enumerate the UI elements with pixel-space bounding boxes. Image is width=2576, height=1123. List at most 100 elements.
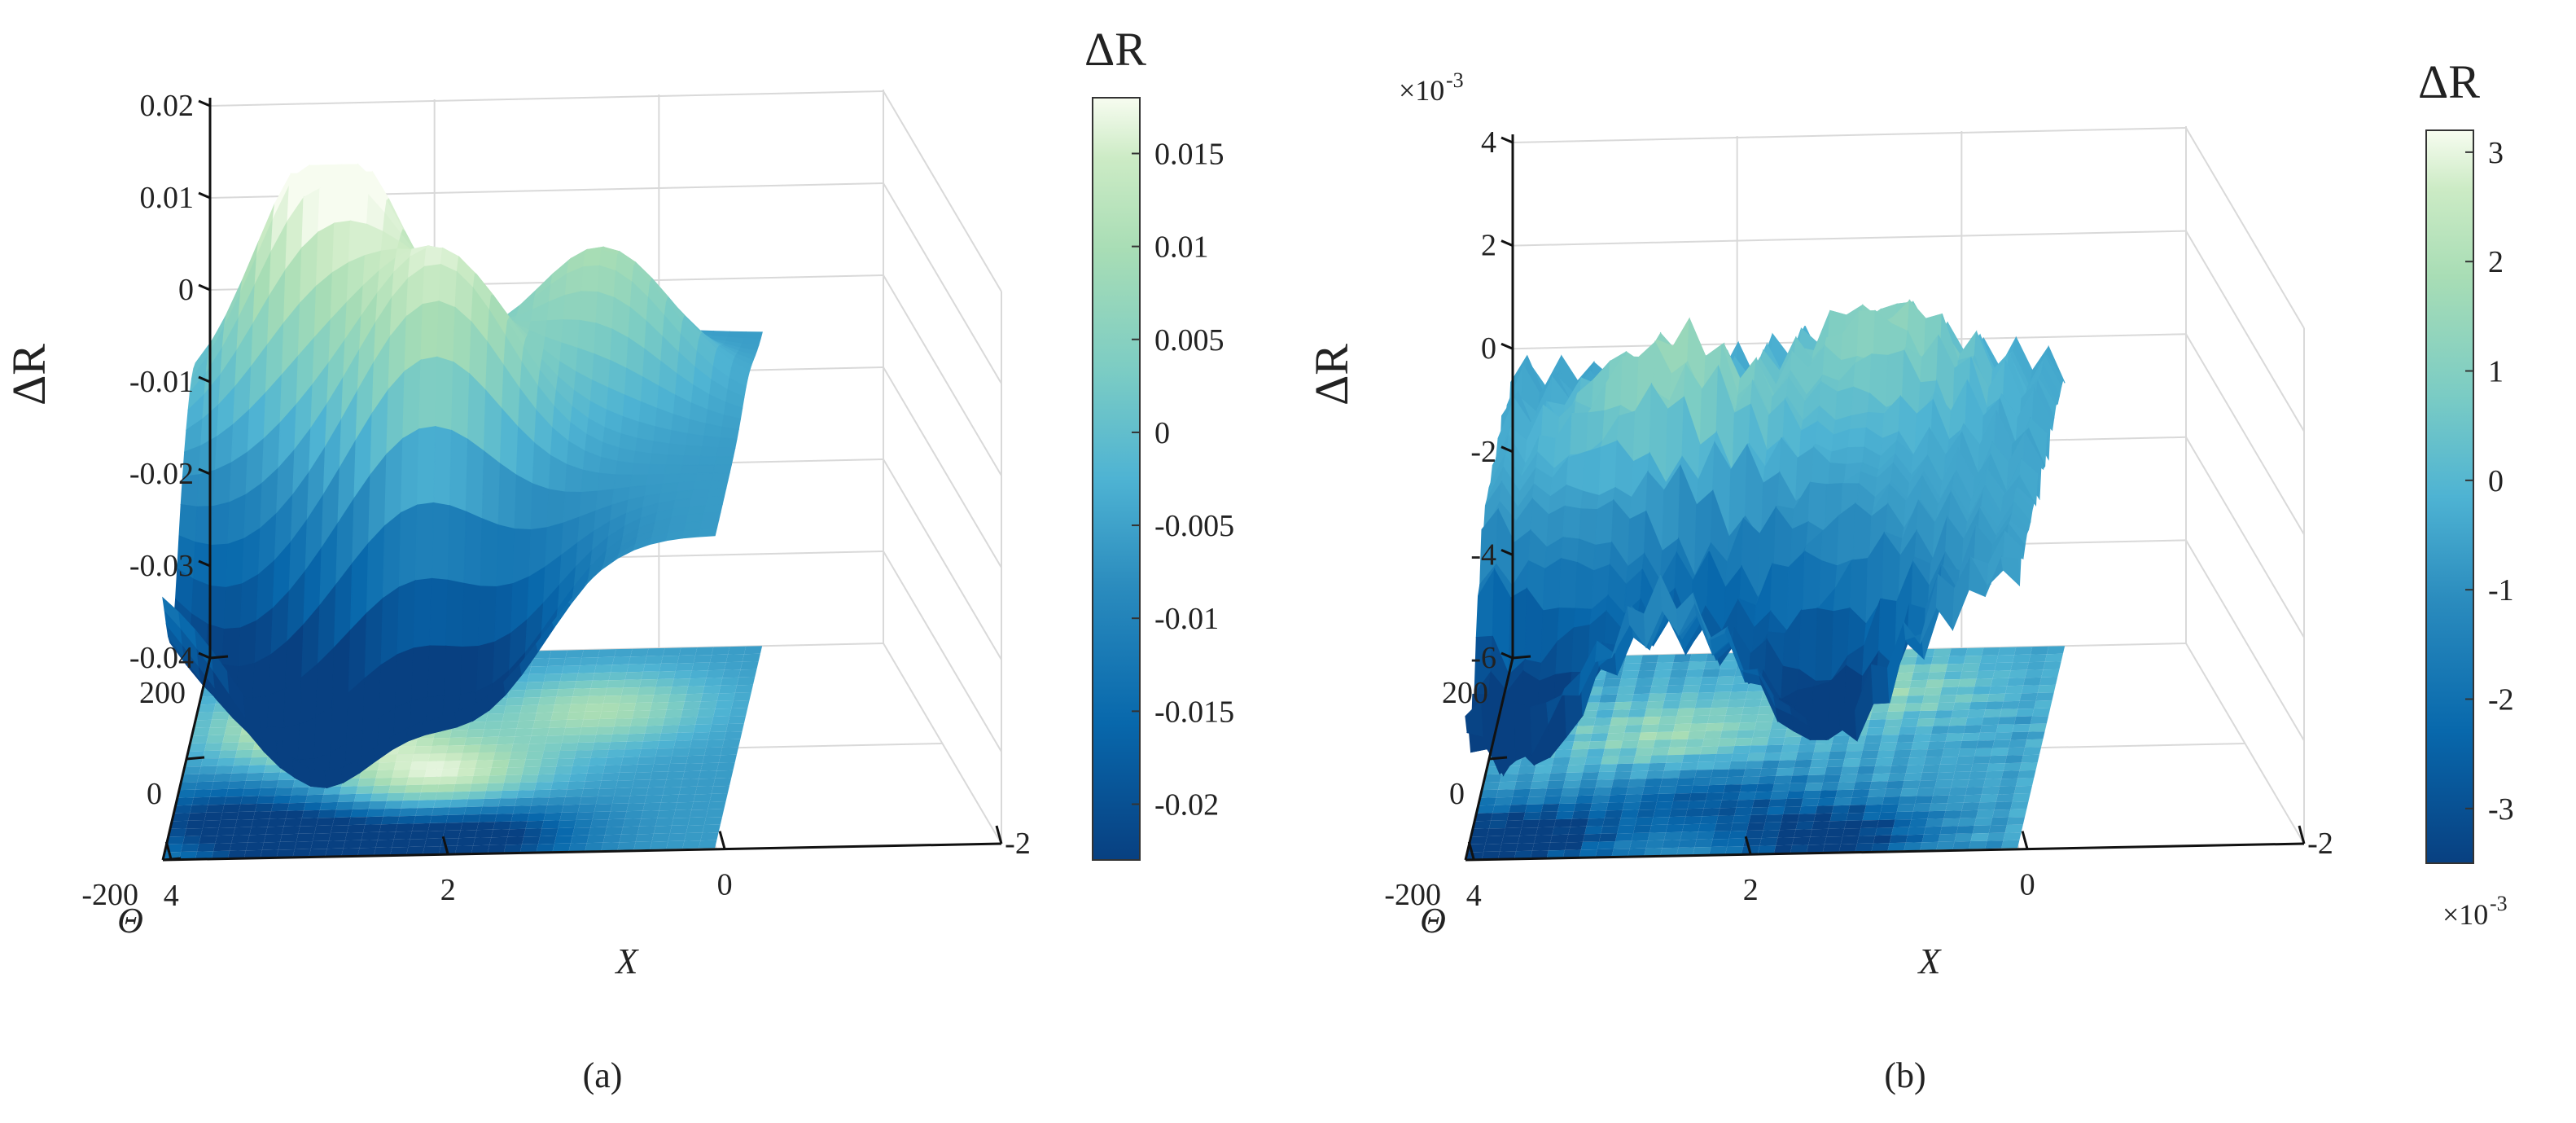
heatmap-cell [340,786,358,795]
heatmap-cell [587,695,606,704]
heatmap-cell [1905,765,1925,774]
heatmap-cell [531,658,550,667]
heatmap-cell [383,808,401,817]
heatmap-cell [670,686,689,695]
heatmap-cell [681,779,699,787]
heatmap-cell [1698,753,1717,762]
heatmap-cell [1623,663,1641,672]
heatmap-cell [1777,829,1796,838]
surface-patch [696,464,716,475]
heatmap-cell [1884,718,1903,727]
heatmap-cell [1478,797,1496,806]
heatmap-cell [318,809,336,818]
heatmap-cell [1720,730,1738,739]
heatmap-cell [2026,661,2045,670]
heatmap-cell [316,817,335,826]
heatmap-cell [1571,810,1591,819]
heatmap-cell [1684,677,1702,686]
heatmap-cell [245,842,265,851]
heatmap-cell [664,779,683,787]
heatmap-cell [242,787,261,796]
heatmap-cell [529,735,548,744]
heatmap-cell [1904,703,1922,712]
heatmap-cell [527,673,546,682]
heatmap-cell [1790,844,1809,853]
heatmap-cell [236,811,256,820]
heatmap-cell [1720,800,1738,809]
heatmap-cell [592,811,611,820]
colorbar-tick-label: -0.01 [1154,602,1219,636]
heatmap-cell [494,814,514,823]
heatmap-cell [639,818,658,827]
heatmap-cell [1733,745,1751,754]
heatmap-cell [1584,756,1603,765]
heatmap-cell [1899,726,1917,735]
heatmap-cell [1639,662,1658,671]
heatmap-cell [646,787,665,796]
heatmap-cell [200,827,219,836]
heatmap-cell [1658,785,1677,794]
heatmap-cell [1878,812,1897,820]
heatmap-cell [2000,778,2018,787]
heatmap-cell [1943,810,1962,819]
heatmap-cell [525,682,544,691]
heatmap-cell [1943,740,1962,749]
surface-patch [418,356,438,430]
heatmap-cell [1671,801,1689,809]
heatmap-cell [1949,647,1968,656]
heatmap-cell [556,758,575,767]
surface-patch [1856,310,1876,362]
grid-line [883,551,1002,752]
heatmap-cell [608,811,627,820]
heatmap-cell [348,817,367,826]
heatmap-cell [1904,842,1922,851]
heatmap-cell [661,655,680,664]
heatmap-cell [663,647,681,656]
heatmap-cell [1617,686,1636,695]
heatmap-cell [590,680,609,689]
heatmap-cell [657,671,676,679]
heatmap-cell [1715,684,1733,693]
heatmap-cell [708,801,726,809]
heatmap-cell [1700,746,1719,755]
heatmap-cell [1828,751,1847,760]
heatmap-cell [1566,834,1585,843]
heatmap-cell [1924,757,1943,765]
heatmap-cell [1887,842,1906,851]
heatmap-cell [1970,833,1989,842]
heatmap-cell [314,825,333,834]
heatmap-cell [1702,669,1720,678]
heatmap-cell [1590,733,1609,742]
heatmap-cell [1842,827,1861,836]
heatmap-cell [688,678,707,687]
surface-patch [694,472,714,483]
surface-patch [716,447,736,458]
heatmap-cell [442,830,461,839]
heatmap-cell [725,654,744,663]
heatmap-cell [697,708,716,717]
heatmap-cell [1847,805,1867,814]
heatmap-cell [1900,649,1919,658]
x-tick-label: 2 [1743,873,1759,907]
heatmap-cell [217,757,235,766]
heatmap-cell [576,742,594,751]
heatmap-cell [195,781,214,790]
heatmap-cell [1745,761,1763,770]
heatmap-cell [1994,732,2013,741]
heatmap-cell [2022,747,2042,756]
heatmap-cell [513,805,532,814]
heatmap-cell [199,765,217,774]
z-tick [198,99,211,107]
heatmap-cell [516,720,535,729]
heatmap-cell [1970,694,1989,703]
heatmap-cell [1942,818,1960,827]
heatmap-cell [1979,794,1998,803]
heatmap-cell [2025,669,2044,678]
heatmap-cell [1707,715,1726,724]
heatmap-cell [1810,828,1829,837]
colorbar-tick-label: -0.02 [1154,788,1219,823]
heatmap-cell [1721,722,1741,731]
heatmap-cell [650,771,668,780]
heatmap-cell [354,793,373,802]
